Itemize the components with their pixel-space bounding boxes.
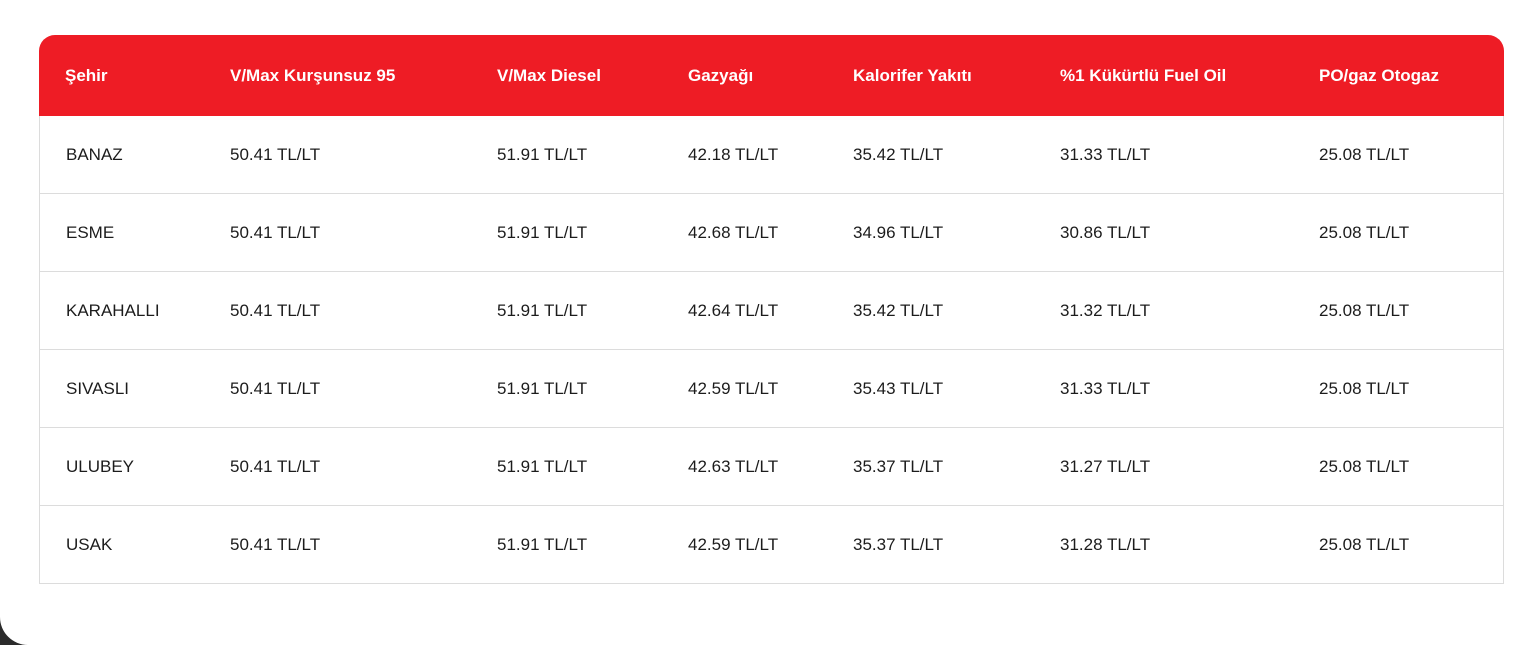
cell-price: 42.59 TL/LT	[662, 506, 827, 584]
cell-price: 51.91 TL/LT	[471, 428, 662, 506]
cell-price: 50.41 TL/LT	[204, 194, 471, 272]
cell-price: 51.91 TL/LT	[471, 116, 662, 194]
cell-price: 35.37 TL/LT	[827, 506, 1034, 584]
cell-price: 30.86 TL/LT	[1034, 194, 1293, 272]
cell-city: USAK	[39, 506, 204, 584]
cell-price: 51.91 TL/LT	[471, 506, 662, 584]
cell-price: 51.91 TL/LT	[471, 350, 662, 428]
cell-city: KARAHALLI	[39, 272, 204, 350]
cell-price: 25.08 TL/LT	[1293, 194, 1504, 272]
table-row: USAK 50.41 TL/LT 51.91 TL/LT 42.59 TL/LT…	[39, 506, 1504, 584]
cell-price: 35.42 TL/LT	[827, 272, 1034, 350]
cell-price: 35.42 TL/LT	[827, 116, 1034, 194]
cell-price: 35.37 TL/LT	[827, 428, 1034, 506]
column-header-fuel-oil: %1 Kükürtlü Fuel Oil	[1034, 35, 1293, 116]
column-header-city: Şehir	[39, 35, 204, 116]
cell-city: SIVASLI	[39, 350, 204, 428]
cell-price: 42.18 TL/LT	[662, 116, 827, 194]
cell-price: 31.28 TL/LT	[1034, 506, 1293, 584]
table-body: BANAZ 50.41 TL/LT 51.91 TL/LT 42.18 TL/L…	[39, 116, 1504, 584]
column-header-vmax-diesel: V/Max Diesel	[471, 35, 662, 116]
cell-price: 51.91 TL/LT	[471, 194, 662, 272]
cell-price: 25.08 TL/LT	[1293, 272, 1504, 350]
table-row: BANAZ 50.41 TL/LT 51.91 TL/LT 42.18 TL/L…	[39, 116, 1504, 194]
column-header-heating-oil: Kalorifer Yakıtı	[827, 35, 1034, 116]
cell-price: 50.41 TL/LT	[204, 116, 471, 194]
table-row: ULUBEY 50.41 TL/LT 51.91 TL/LT 42.63 TL/…	[39, 428, 1504, 506]
cell-price: 42.59 TL/LT	[662, 350, 827, 428]
cell-price: 34.96 TL/LT	[827, 194, 1034, 272]
cell-price: 50.41 TL/LT	[204, 428, 471, 506]
cell-price: 25.08 TL/LT	[1293, 350, 1504, 428]
table-row: KARAHALLI 50.41 TL/LT 51.91 TL/LT 42.64 …	[39, 272, 1504, 350]
cell-price: 31.33 TL/LT	[1034, 350, 1293, 428]
cell-price: 42.63 TL/LT	[662, 428, 827, 506]
fuel-price-table: Şehir V/Max Kurşunsuz 95 V/Max Diesel Ga…	[39, 35, 1504, 584]
table-row: SIVASLI 50.41 TL/LT 51.91 TL/LT 42.59 TL…	[39, 350, 1504, 428]
fuel-price-table-container: Şehir V/Max Kurşunsuz 95 V/Max Diesel Ga…	[39, 35, 1504, 584]
cell-price: 25.08 TL/LT	[1293, 428, 1504, 506]
column-header-vmax-unleaded-95: V/Max Kurşunsuz 95	[204, 35, 471, 116]
cell-price: 42.68 TL/LT	[662, 194, 827, 272]
cell-price: 51.91 TL/LT	[471, 272, 662, 350]
table-header: Şehir V/Max Kurşunsuz 95 V/Max Diesel Ga…	[39, 35, 1504, 116]
column-header-autogas: PO/gaz Otogaz	[1293, 35, 1504, 116]
cell-price: 25.08 TL/LT	[1293, 506, 1504, 584]
cell-price: 42.64 TL/LT	[662, 272, 827, 350]
cell-price: 25.08 TL/LT	[1293, 116, 1504, 194]
header-row: Şehir V/Max Kurşunsuz 95 V/Max Diesel Ga…	[39, 35, 1504, 116]
table-row: ESME 50.41 TL/LT 51.91 TL/LT 42.68 TL/LT…	[39, 194, 1504, 272]
cell-city: BANAZ	[39, 116, 204, 194]
cell-price: 35.43 TL/LT	[827, 350, 1034, 428]
cell-price: 31.27 TL/LT	[1034, 428, 1293, 506]
cell-price: 50.41 TL/LT	[204, 506, 471, 584]
cell-price: 50.41 TL/LT	[204, 272, 471, 350]
cell-city: ESME	[39, 194, 204, 272]
column-header-kerosene: Gazyağı	[662, 35, 827, 116]
cell-city: ULUBEY	[39, 428, 204, 506]
cell-price: 31.32 TL/LT	[1034, 272, 1293, 350]
cell-price: 31.33 TL/LT	[1034, 116, 1293, 194]
cell-price: 50.41 TL/LT	[204, 350, 471, 428]
